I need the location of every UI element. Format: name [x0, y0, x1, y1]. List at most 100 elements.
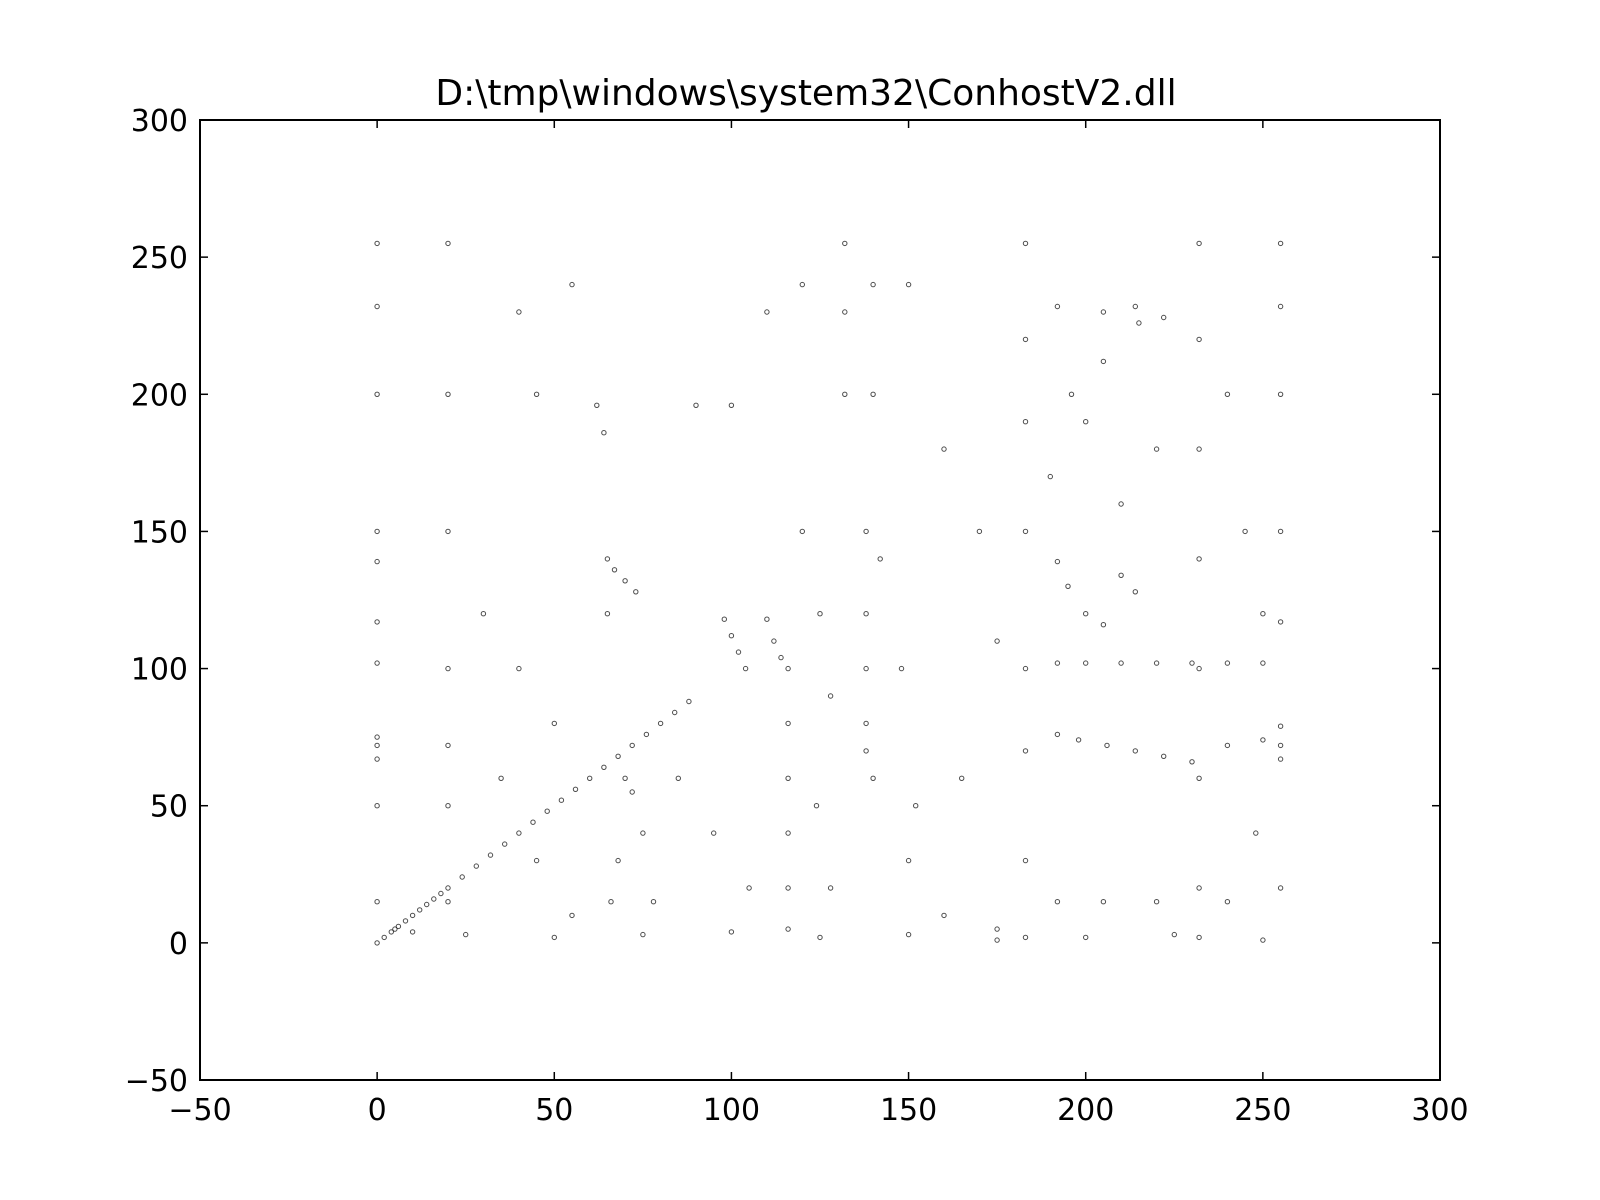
scatter-point: [629, 789, 635, 795]
scatter-point: [771, 638, 777, 644]
scatter-point: [959, 775, 965, 781]
scatter-point: [746, 885, 752, 891]
y-tick-label: 50: [150, 790, 188, 825]
scatter-point: [1132, 303, 1139, 310]
scatter-point: [675, 775, 681, 781]
scatter-point: [1047, 473, 1054, 480]
scatter-point: [1153, 899, 1160, 905]
scatter-point: [459, 874, 465, 880]
scatter-point: [1132, 748, 1139, 754]
scatter-point: [1161, 753, 1167, 759]
scatter-point: [640, 830, 646, 836]
scatter-point: [863, 528, 869, 535]
scatter-point: [941, 446, 947, 452]
scatter-point: [1196, 240, 1202, 247]
scatter-point: [898, 665, 905, 672]
scatter-point: [1054, 558, 1061, 565]
scatter-point: [551, 720, 557, 727]
scatter-point: [1083, 660, 1089, 666]
scatter-point: [1171, 931, 1178, 938]
scatter-point: [1054, 899, 1061, 905]
scatter-point: [473, 863, 479, 869]
scatter-point: [533, 391, 540, 397]
scatter-point: [1136, 320, 1142, 326]
scatter-point: [1189, 759, 1195, 765]
scatter-point: [1083, 611, 1089, 617]
x-tick-label: 250: [1234, 1093, 1291, 1128]
scatter-point: [672, 709, 678, 716]
scatter-point: [693, 402, 699, 408]
scatter-point: [870, 281, 876, 288]
scatter-point: [640, 931, 646, 938]
scatter-point: [1153, 446, 1160, 452]
scatter-point: [1083, 419, 1089, 425]
scatter-point: [417, 907, 423, 913]
scatter-point: [558, 797, 565, 803]
scatter-point: [1277, 303, 1284, 310]
scatter-point: [374, 803, 380, 809]
scatter-point: [799, 528, 805, 535]
scatter-point: [374, 558, 380, 565]
y-tick-label: 200: [131, 378, 188, 413]
scatter-point: [1196, 446, 1202, 452]
plot-frame: [199, 119, 1441, 1081]
x-axis-tick-labels: −50 0 50 100 150 200 250 300: [168, 1093, 1468, 1128]
scatter-point: [1083, 934, 1089, 941]
y-axis-tick-labels: −50 0 50 100 150 200 250 300: [125, 104, 188, 1099]
scatter-point: [1196, 556, 1202, 562]
scatter-points: [374, 240, 1284, 946]
scatter-point: [976, 528, 983, 535]
scatter-point: [1196, 775, 1202, 781]
scatter-point: [1277, 528, 1284, 535]
scatter-point: [594, 402, 600, 408]
scatter-point: [1224, 391, 1231, 397]
scatter-point: [1100, 622, 1107, 628]
scatter-point: [533, 857, 540, 864]
scatter-point: [1054, 660, 1061, 666]
scatter-point: [424, 901, 430, 908]
scatter-point: [611, 567, 618, 573]
scatter-point: [1260, 660, 1266, 666]
x-tick-label: −50: [168, 1093, 231, 1128]
scatter-point: [1153, 660, 1160, 666]
scatter-point: [402, 918, 409, 924]
scatter-point: [842, 309, 848, 315]
scatter-point: [487, 852, 494, 858]
scatter-point: [445, 742, 451, 749]
scatter-point: [1022, 748, 1029, 754]
scatter-point: [1253, 830, 1259, 836]
scatter-point: [827, 885, 834, 891]
scatter-point: [1260, 937, 1266, 943]
scatter-point: [1277, 619, 1284, 625]
scatter-point: [374, 391, 380, 397]
scatter-point: [615, 857, 621, 864]
scatter-point: [1224, 742, 1231, 749]
scatter-point: [1196, 885, 1202, 891]
scatter-point: [686, 698, 692, 705]
scatter-point: [1224, 660, 1231, 666]
scatter-point: [1022, 528, 1029, 535]
scatter-point: [994, 937, 1000, 943]
scatter-point: [905, 281, 912, 288]
scatter-point: [817, 611, 823, 617]
scatter-point: [994, 638, 1000, 644]
scatter-point: [1022, 857, 1029, 864]
scatter-point: [643, 731, 650, 738]
scatter-point: [409, 929, 416, 935]
scatter-point: [941, 912, 947, 919]
scatter-point: [994, 926, 1000, 932]
scatter-point: [445, 528, 451, 535]
chart-title: D:\tmp\windows\system32\ConhostV2.dll: [435, 73, 1176, 114]
scatter-point: [1065, 583, 1071, 589]
scatter-point: [374, 240, 380, 247]
scatter-point: [1277, 756, 1284, 762]
scatter-point: [842, 391, 848, 397]
scatter-point: [374, 303, 380, 310]
scatter-point: [1022, 934, 1029, 941]
scatter-point: [1277, 742, 1284, 749]
scatter-point: [601, 764, 607, 770]
scatter-point: [1242, 528, 1248, 535]
y-tick-label: 100: [131, 653, 188, 688]
scatter-point: [742, 665, 749, 672]
